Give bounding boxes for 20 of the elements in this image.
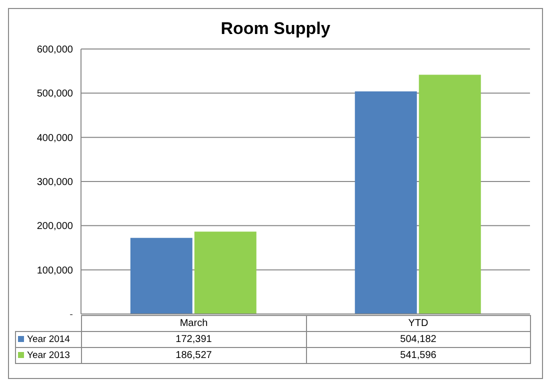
y-tick-label: 100,000 — [36, 265, 74, 276]
data-label: 186,527 — [82, 348, 306, 364]
y-tick-label: 500,000 — [36, 88, 74, 100]
data-label: 541,596 — [306, 348, 530, 364]
y-tick-label: 400,000 — [36, 132, 74, 144]
y-tick-label: 300,000 — [36, 177, 74, 188]
y-tick-label: - — [70, 310, 73, 321]
x-tick-label: YTD — [306, 316, 530, 332]
x-tick-label: March — [82, 316, 306, 332]
bar — [354, 91, 417, 314]
chart-title: Room Supply — [220, 19, 332, 40]
bar — [194, 232, 256, 314]
data-label: 172,391 — [82, 332, 306, 348]
legend-label: Year 2014 — [16, 332, 82, 348]
y-tick-label: 600,000 — [36, 44, 74, 56]
legend-label: Year 2013 — [16, 348, 82, 364]
y-tick-label: 200,000 — [36, 221, 74, 232]
data-label: 504,182 — [306, 332, 530, 348]
bar — [418, 74, 481, 314]
bar — [130, 238, 192, 314]
